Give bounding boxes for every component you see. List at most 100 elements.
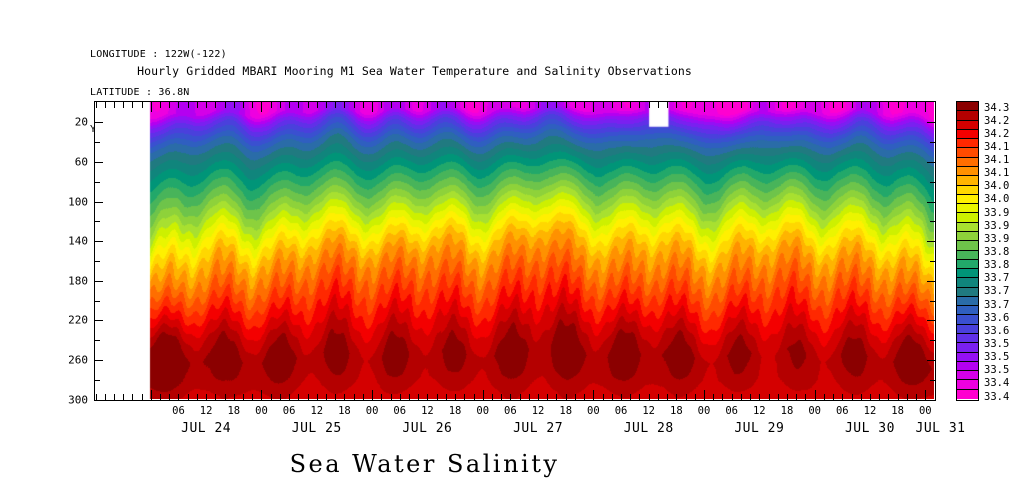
- colorbar-swatch: [957, 324, 978, 335]
- x-day-label: JUL 29: [734, 421, 785, 436]
- colorbar-tick-label: 33.58: [984, 337, 1009, 350]
- colorbar-swatch: [957, 129, 978, 140]
- x-hour-label: 06: [614, 405, 628, 417]
- x-hour-label: 00: [918, 405, 932, 417]
- colorbar-tick-label: 33.86: [984, 246, 1009, 258]
- colorbar-tick-label: 33.66: [984, 311, 1009, 324]
- chart-title: Hourly Gridded MBARI Mooring M1 Sea Wate…: [137, 64, 692, 78]
- colorbar-tick-label: 33.7: [984, 298, 1009, 311]
- colorbar-tick-label: 33.78: [984, 272, 1009, 285]
- colorbar-swatch: [957, 231, 978, 242]
- colorbar-swatch: [957, 343, 978, 353]
- x-hour-label: 12: [531, 405, 545, 417]
- variable-title: Sea Water Salinity: [289, 450, 560, 478]
- colorbar-tick-label: 34.26: [984, 114, 1009, 127]
- heatmap-canvas: [95, 102, 934, 399]
- colorbar-swatch: [957, 157, 978, 167]
- y-axis-tick-labels: 20 60 100 140 180 220 260 300: [50, 101, 88, 406]
- x-hour-label: 00: [365, 405, 379, 417]
- x-hour-label: 12: [421, 405, 434, 417]
- x-hour-label: 12: [752, 405, 766, 417]
- colorbar-swatch: [957, 176, 978, 186]
- colorbar-swatch: [957, 250, 978, 260]
- x-hour-label: 00: [587, 405, 600, 417]
- colorbar-tick-label: 33.54: [984, 351, 1009, 364]
- x-hour-label: 06: [282, 405, 296, 417]
- x-hour-label: 06: [835, 405, 849, 417]
- colorbar-swatch: [957, 371, 978, 381]
- colorbar: [956, 101, 979, 401]
- colorbar-tick-label: 34.22: [984, 127, 1009, 140]
- colorbar-swatch: [957, 120, 978, 130]
- colorbar-swatch: [957, 269, 978, 279]
- x-hour-label: 12: [199, 405, 213, 417]
- x-hour-label: 18: [891, 405, 904, 417]
- latitude-text: LATITUDE : 36.8N: [90, 86, 190, 98]
- colorbar-swatch: [957, 166, 978, 177]
- x-hour-label: 18: [338, 405, 351, 417]
- x-hour-label: 06: [725, 405, 738, 417]
- colorbar-tick-label: 33.82: [984, 259, 1009, 272]
- colorbar-swatch: [957, 222, 978, 232]
- y-tick-label-220: 220: [68, 313, 88, 327]
- colorbar-swatch: [957, 296, 978, 307]
- x-day-label: JUL 25: [291, 421, 342, 436]
- colorbar-tick-label: 33.46: [984, 377, 1009, 390]
- colorbar-tick-label: 33.94: [984, 219, 1009, 232]
- x-hour-label: 18: [227, 405, 241, 417]
- colorbar-swatch: [957, 204, 978, 214]
- colorbar-tick-label: 33.5: [984, 364, 1009, 377]
- colorbar-tick-label: 34.06: [984, 180, 1009, 193]
- colorbar-swatch: [957, 111, 978, 121]
- colorbar-swatch: [957, 148, 978, 158]
- x-hour-label: 12: [863, 405, 877, 417]
- colorbar-tick-label: 33.9: [984, 232, 1009, 245]
- colorbar-swatch: [957, 241, 978, 251]
- colorbar-tick-label: 34.18: [984, 140, 1009, 153]
- y-tick-label-180: 180: [68, 274, 88, 288]
- longitude-text: LONGITUDE : 122W(-122): [90, 49, 227, 60]
- x-hour-label: 06: [172, 405, 185, 417]
- colorbar-tick-label: 34.3: [984, 101, 1009, 114]
- x-hour-label: 18: [448, 405, 462, 417]
- x-day-label: JUL 30: [844, 421, 895, 436]
- salinity-heatmap-plot: [94, 101, 936, 401]
- y-tick-label-60: 60: [74, 155, 88, 169]
- y-tick-label-140: 140: [68, 234, 88, 248]
- y-tick-label-300: 300: [68, 393, 88, 406]
- x-hour-label: 12: [642, 405, 655, 417]
- y-tick-label-260: 260: [68, 353, 88, 367]
- colorbar-swatch: [957, 287, 978, 297]
- colorbar-swatch: [957, 306, 978, 316]
- x-hour-label: 12: [310, 405, 324, 417]
- colorbar-swatch: [957, 139, 978, 149]
- colorbar-swatch: [957, 380, 978, 390]
- x-day-label: JUL 31: [915, 421, 966, 436]
- colorbar-tick-label: 34.14: [984, 154, 1009, 167]
- x-day-label: JUL 27: [513, 421, 564, 436]
- colorbar-swatch: [957, 194, 978, 205]
- x-hour-label: 00: [476, 405, 490, 417]
- colorbar-swatch: [957, 102, 978, 112]
- colorbar-swatch: [957, 185, 978, 195]
- colorbar-tick-label: 33.62: [984, 324, 1009, 337]
- colorbar-swatch: [957, 334, 978, 344]
- colorbar-tick-label: 34.1: [984, 167, 1009, 180]
- x-day-label: JUL 24: [181, 421, 232, 436]
- colorbar-tick-label: 33.42: [984, 390, 1009, 403]
- x-hour-label: 00: [255, 405, 268, 417]
- colorbar-swatch: [957, 315, 978, 325]
- colorbar-swatch: [957, 361, 978, 372]
- x-hour-label: 00: [808, 405, 821, 417]
- y-tick-label-100: 100: [68, 195, 88, 208]
- colorbar-swatch: [957, 352, 978, 362]
- colorbar-swatch: [957, 389, 978, 399]
- x-hour-label: 18: [670, 405, 683, 417]
- colorbar-tick-label: 33.74: [984, 285, 1009, 298]
- x-hour-label: 06: [504, 405, 517, 417]
- x-hour-label: 06: [393, 405, 407, 417]
- x-day-label: JUL 26: [402, 421, 453, 436]
- colorbar-swatch: [957, 213, 978, 223]
- colorbar-tick-label: 34.02: [984, 193, 1009, 206]
- y-tick-label-20: 20: [74, 115, 88, 129]
